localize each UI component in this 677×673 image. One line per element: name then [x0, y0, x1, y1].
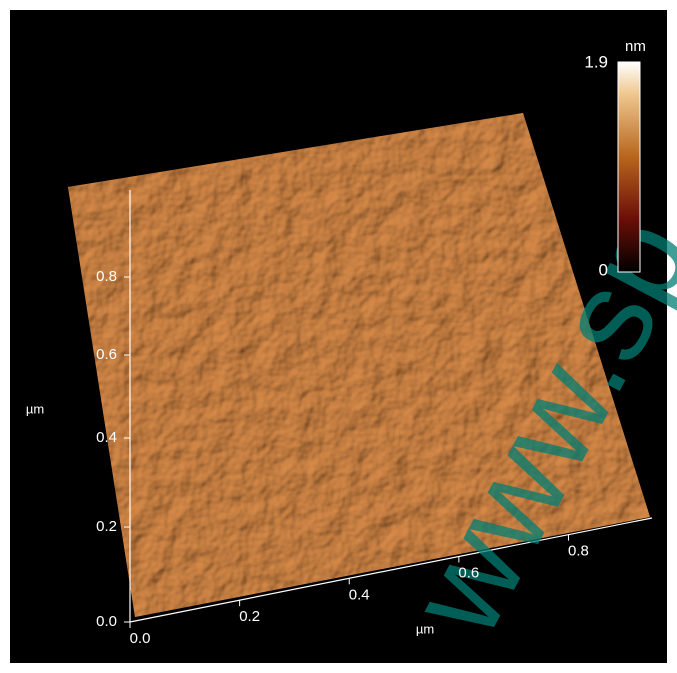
colorbar-min: 0 [599, 260, 608, 279]
y-axis-label: µm [26, 401, 44, 416]
y-tick-label: 0.6 [96, 346, 117, 363]
y-tick-label: 0.4 [96, 429, 117, 446]
x-axis-label: µm [416, 621, 434, 636]
x-tick-label: 0.2 [239, 608, 260, 625]
page: {"colorbar": {"unit": "nm", "max": "1.9"… [0, 0, 677, 673]
y-tick-label: 0.2 [96, 518, 117, 535]
afm-image: www.sp nm 1.9 0 µm µm 0.00.20.40.60.80.0… [0, 0, 677, 673]
x-tick-label: 0.6 [458, 564, 479, 581]
y-tick-label: 0.0 [96, 613, 117, 630]
colorbar [618, 62, 640, 272]
x-tick-label: 0.4 [349, 586, 370, 603]
x-tick-label: 0.8 [568, 543, 589, 560]
colorbar-unit: nm [625, 38, 646, 55]
colorbar-max: 1.9 [584, 52, 608, 71]
x-tick-label: 0.0 [130, 630, 151, 647]
y-tick-label: 0.8 [96, 268, 117, 285]
